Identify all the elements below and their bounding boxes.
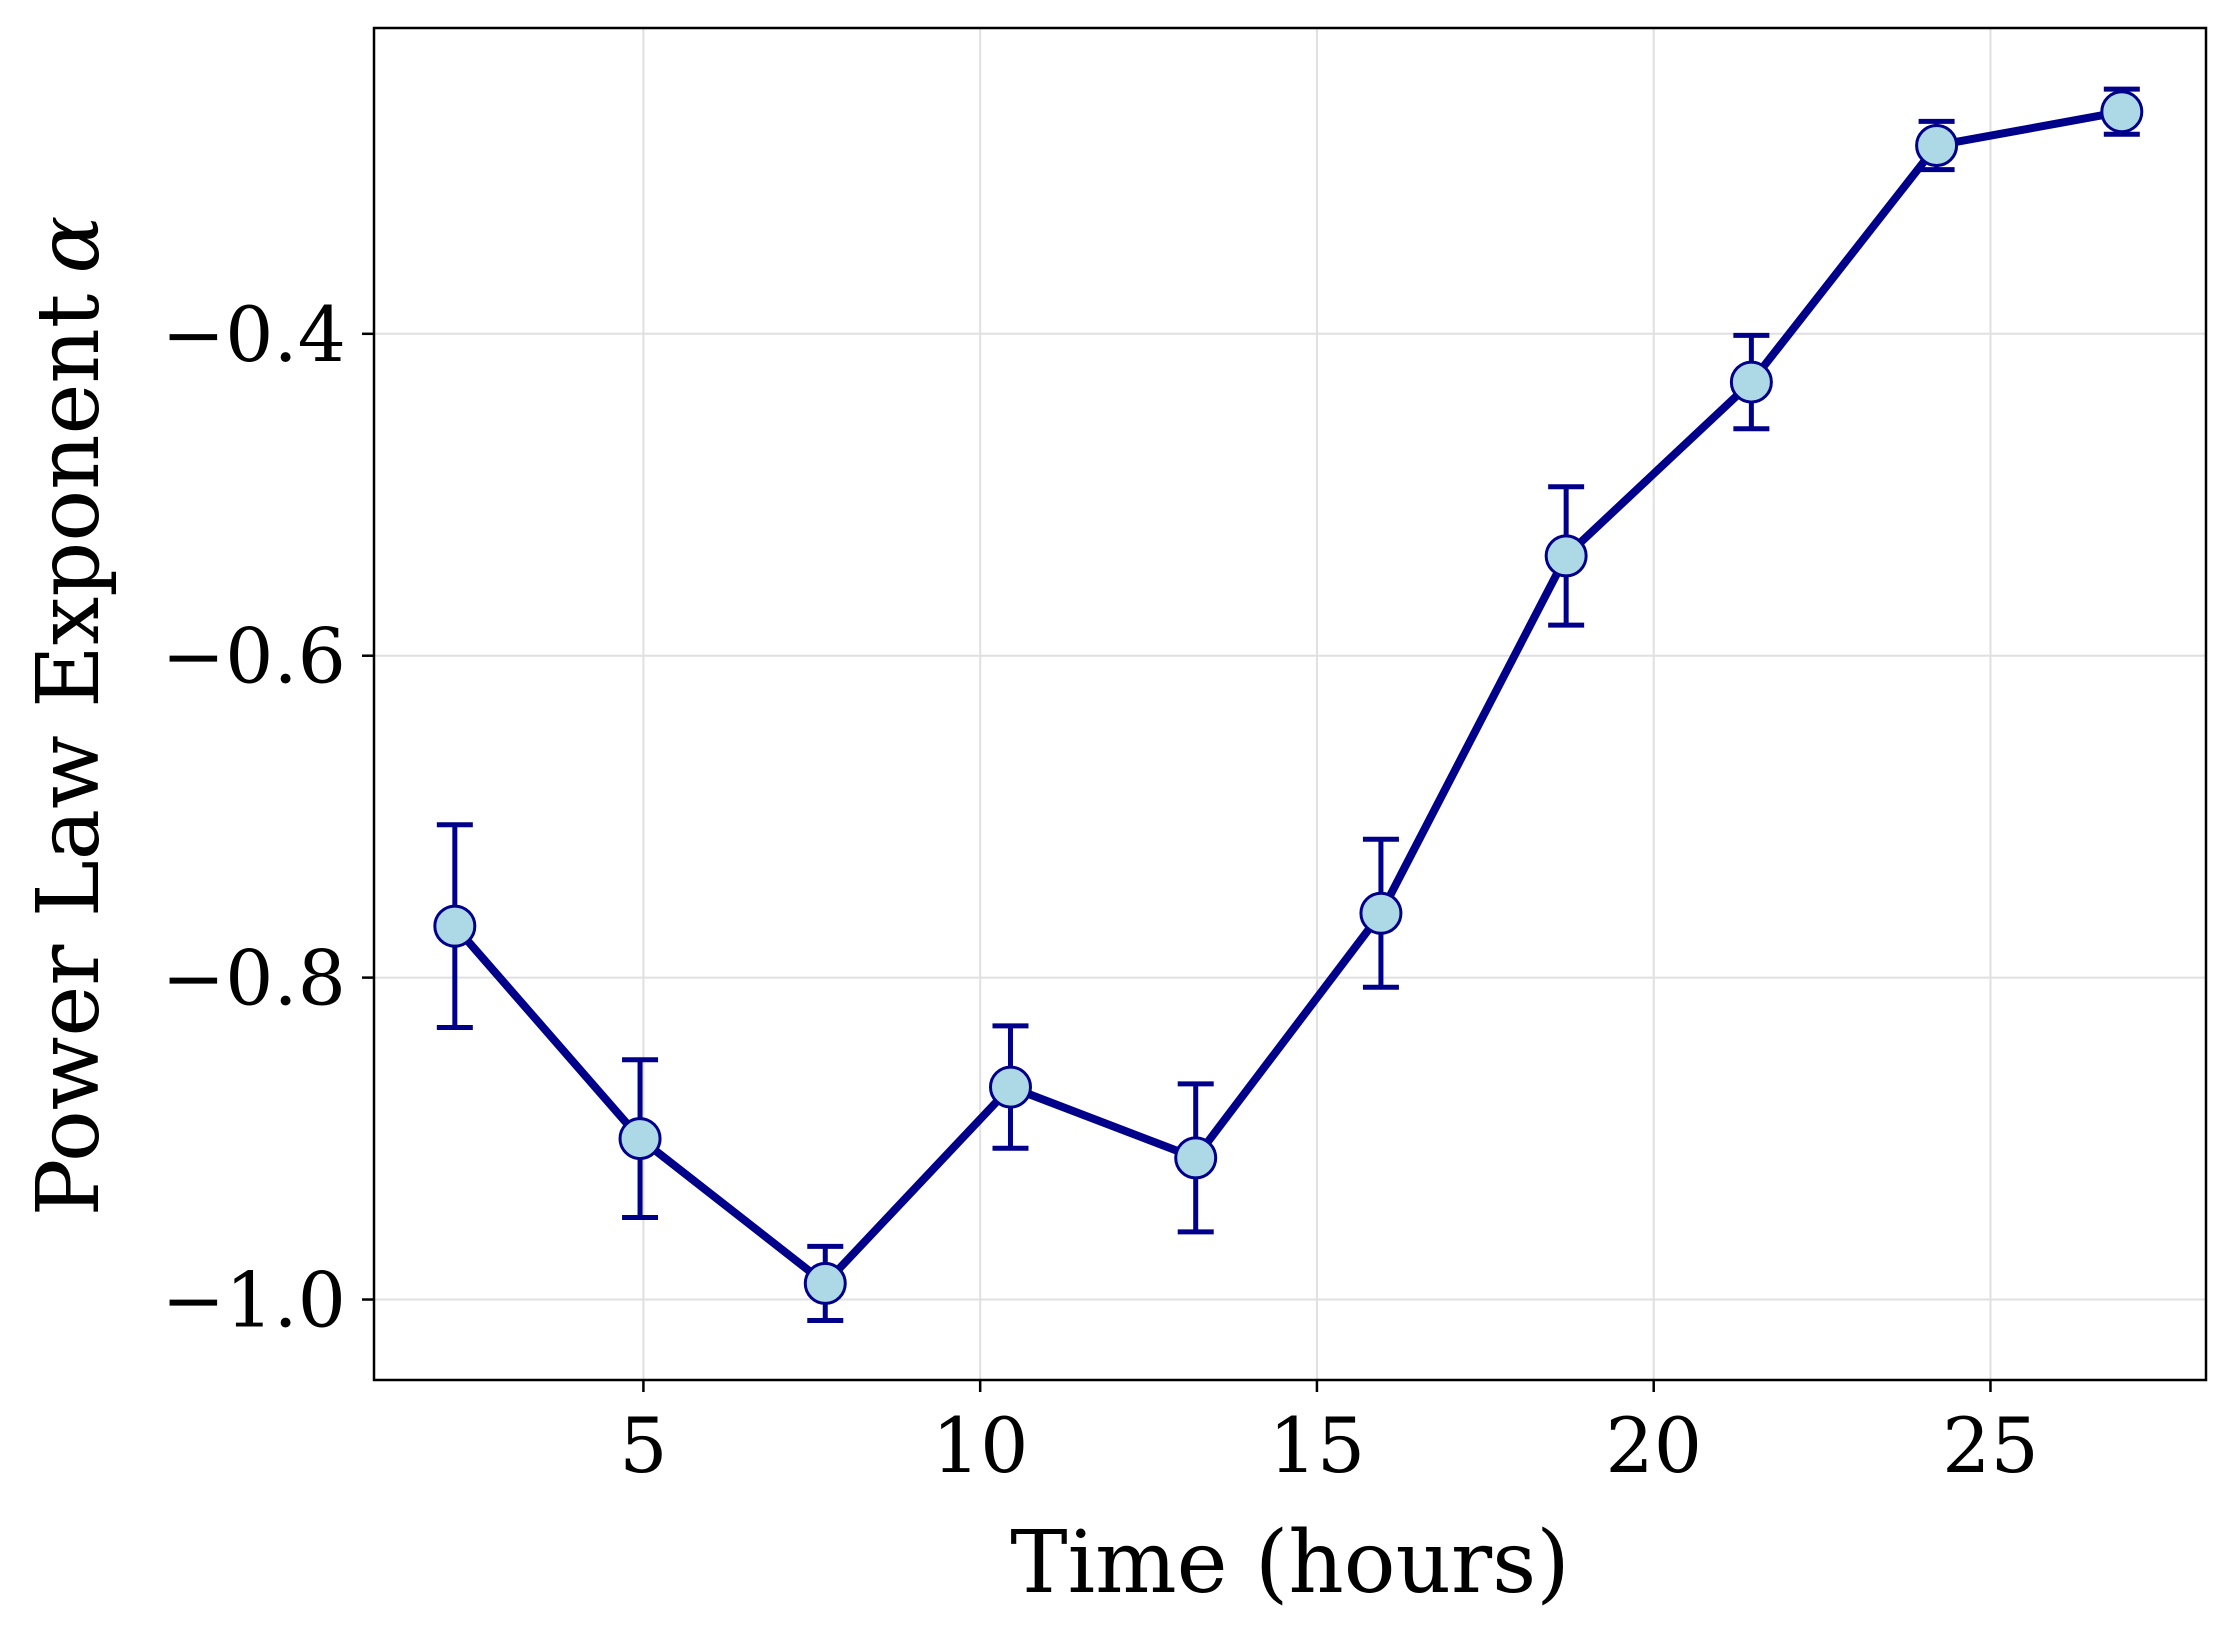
- y-axis-title-symbol: α: [19, 216, 119, 274]
- grid: [374, 28, 2206, 1380]
- x-tick-label: 20: [1605, 1401, 1702, 1490]
- x-tick-label: 5: [619, 1401, 667, 1490]
- x-axis-title: Time (hours): [1010, 1513, 1570, 1613]
- plot-frame: [372, 26, 2208, 1382]
- series-layer: [433, 86, 2144, 1323]
- y-axis: −1.0 −0.8 −0.6 −0.4: [161, 290, 374, 1345]
- data-point: [618, 1117, 662, 1161]
- data-point: [1915, 123, 1959, 167]
- data-point: [433, 904, 477, 948]
- x-tick-label: 10: [932, 1401, 1029, 1490]
- y-axis-title: Power Law Exponent α: [19, 216, 119, 1217]
- data-point: [803, 1261, 847, 1305]
- series-line: [450, 107, 2126, 1288]
- data-point: [1729, 360, 1773, 404]
- data-point: [2100, 90, 2144, 134]
- data-point: [1174, 1136, 1218, 1180]
- data-point: [1544, 534, 1588, 578]
- y-tick-label: −0.8: [161, 934, 346, 1023]
- data-point: [1359, 891, 1403, 935]
- x-tick-label: 25: [1942, 1401, 2039, 1490]
- x-tick-label: 15: [1269, 1401, 1366, 1490]
- y-axis-title-text: Power Law Exponent: [19, 294, 119, 1217]
- y-tick-label: −1.0: [161, 1256, 346, 1345]
- data-point: [988, 1065, 1032, 1109]
- x-axis: 5 10 15 20 25: [619, 1380, 2039, 1490]
- y-tick-label: −0.6: [161, 612, 346, 701]
- y-tick-label: −0.4: [161, 290, 346, 379]
